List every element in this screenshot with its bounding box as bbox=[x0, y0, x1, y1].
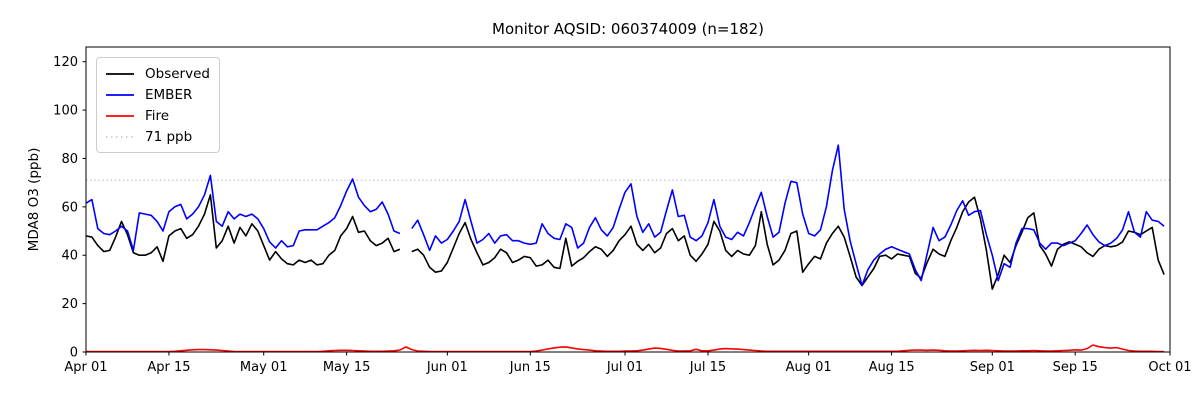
fire-line-icon bbox=[105, 114, 135, 118]
y-tick-label: 80 bbox=[61, 152, 78, 167]
x-tick-label: May 15 bbox=[323, 360, 371, 375]
legend-label-ember: EMBER bbox=[145, 86, 193, 103]
ember-line-icon bbox=[105, 93, 135, 97]
x-tick-label: Oct 01 bbox=[1148, 360, 1191, 375]
x-tick-label: Sep 01 bbox=[970, 360, 1015, 375]
x-tick-label: Sep 15 bbox=[1053, 360, 1098, 375]
x-tick-label: Aug 01 bbox=[786, 360, 832, 375]
legend: Observed EMBER Fire 71 ppb bbox=[96, 57, 220, 153]
axes-frame bbox=[85, 46, 1171, 353]
chart-title: Monitor AQSID: 060374009 (n=182) bbox=[492, 20, 764, 38]
x-tick-label: May 01 bbox=[240, 360, 288, 375]
x-tick-label: Jun 15 bbox=[509, 360, 551, 375]
x-tick-label: Jun 01 bbox=[426, 360, 468, 375]
dotted-line-icon bbox=[105, 135, 135, 139]
y-tick-label: 60 bbox=[61, 200, 78, 215]
legend-item-fire: Fire bbox=[105, 105, 211, 126]
legend-item-observed: Observed bbox=[105, 63, 211, 84]
y-axis-label: MDA8 O3 (ppb) bbox=[26, 148, 42, 252]
x-tick-label: Jul 01 bbox=[606, 360, 643, 375]
series-fire-path bbox=[86, 344, 1165, 353]
x-tick-label: Apr 01 bbox=[64, 360, 107, 375]
y-tick-label: 120 bbox=[53, 55, 78, 70]
observed-line-icon bbox=[105, 72, 135, 76]
x-tick-label: Jul 15 bbox=[689, 360, 726, 375]
y-tick-label: 40 bbox=[61, 249, 78, 264]
legend-label-threshold: 71 ppb bbox=[145, 128, 193, 145]
x-tick-label: Apr 15 bbox=[147, 360, 190, 375]
series-ember-path bbox=[85, 144, 1165, 287]
y-tick-label: 100 bbox=[53, 104, 78, 119]
y-tick-label: 0 bbox=[70, 346, 78, 361]
legend-label-observed: Observed bbox=[145, 65, 210, 82]
legend-item-ember: EMBER bbox=[105, 84, 211, 105]
series-observed-path bbox=[85, 194, 1165, 290]
x-tick-label: Aug 15 bbox=[869, 360, 915, 375]
legend-item-threshold: 71 ppb bbox=[105, 126, 211, 147]
legend-label-fire: Fire bbox=[145, 107, 170, 124]
y-tick-label: 20 bbox=[61, 297, 78, 312]
